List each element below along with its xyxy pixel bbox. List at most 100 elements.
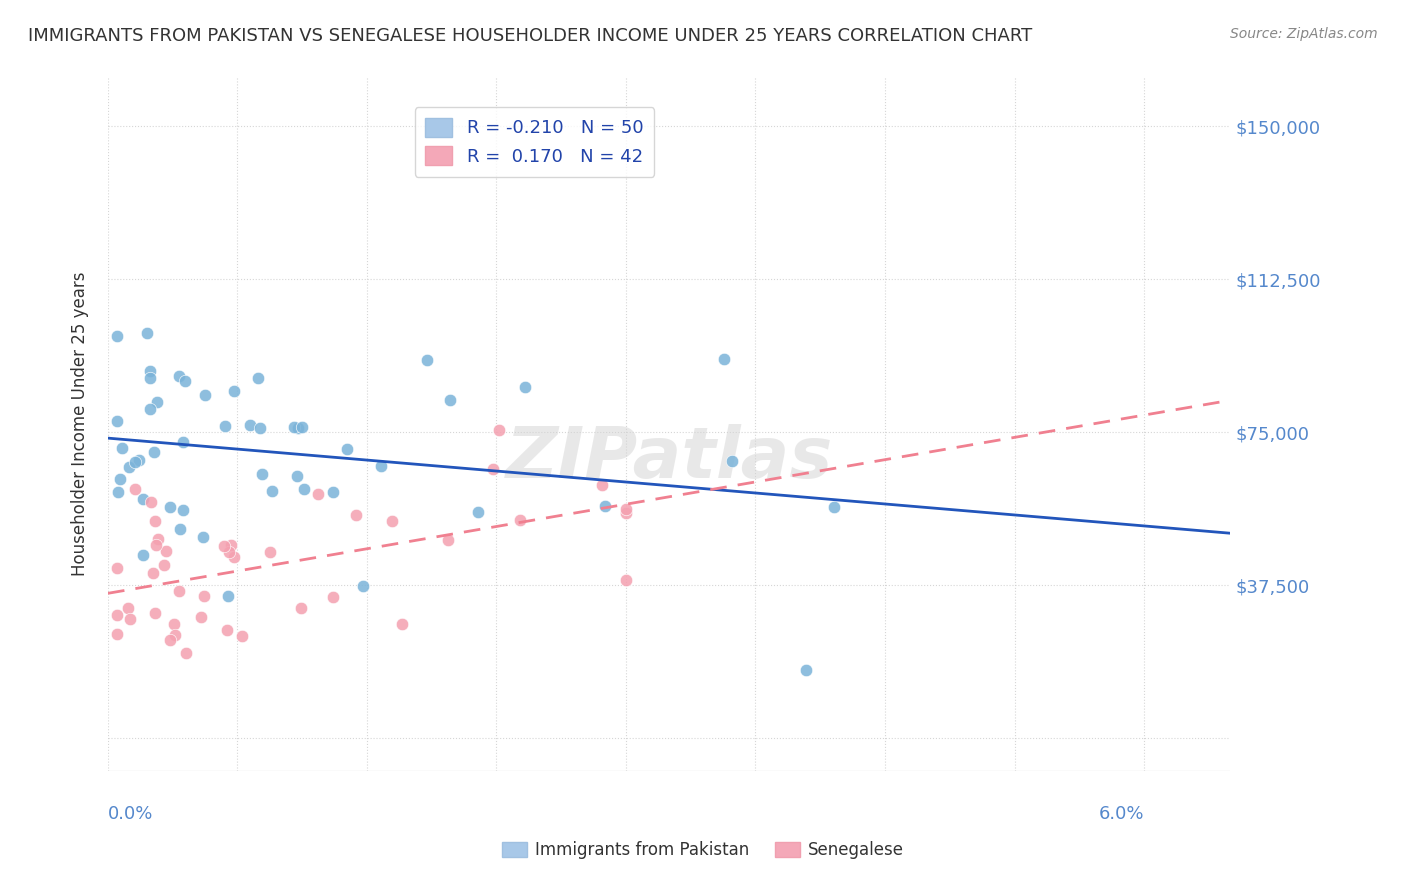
Point [174,646,197,660]
Point [105,627,128,641]
Point [595,499,617,513]
Point [146,532,169,546]
Point [155,543,177,558]
Point [336,442,359,456]
Point [391,617,413,632]
Point [135,326,157,341]
Point [169,369,191,384]
Point [467,505,489,519]
Point [370,458,392,473]
Point [139,371,162,385]
Point [169,522,191,536]
Point [163,616,186,631]
Point [246,371,269,385]
Point [117,601,139,615]
Point [614,502,637,516]
Text: 0.0%: 0.0% [108,805,153,823]
Point [165,628,187,642]
Point [239,417,262,432]
Point [439,393,461,408]
Point [796,663,818,677]
Point [218,545,240,559]
Legend: Immigrants from Pakistan, Senegalese: Immigrants from Pakistan, Senegalese [495,835,911,866]
Point [118,460,141,475]
Point [190,610,212,624]
Point [291,420,314,434]
Point [141,495,163,509]
Point [142,566,165,580]
Point [217,589,239,603]
Point [437,533,460,547]
Y-axis label: Householder Income Under 25 years: Householder Income Under 25 years [72,272,89,576]
Point [307,487,329,501]
Text: Source: ZipAtlas.com: Source: ZipAtlas.com [1230,27,1378,41]
Point [823,500,845,514]
Point [231,629,253,643]
Point [221,538,243,552]
Point [224,550,246,565]
Point [249,420,271,434]
Point [287,421,309,435]
Point [720,454,742,468]
Point [191,530,214,544]
Point [143,514,166,528]
Point [322,485,344,500]
Point [128,452,150,467]
Point [105,560,128,574]
Point [174,374,197,388]
Point [118,612,141,626]
Point [713,351,735,366]
Point [159,500,181,514]
Point [285,468,308,483]
Point [159,633,181,648]
Point [259,545,281,559]
Text: ZIPatlas: ZIPatlas [506,425,832,493]
Point [283,419,305,434]
Point [381,514,404,528]
Point [110,472,132,486]
Point [322,590,344,604]
Point [194,388,217,402]
Point [292,482,315,496]
Point [132,491,155,506]
Point [105,414,128,428]
Point [290,601,312,615]
Point [153,558,176,573]
Point [132,548,155,562]
Point [172,434,194,449]
Point [145,538,167,552]
Point [488,423,510,437]
Point [105,608,128,623]
Point [124,482,146,496]
Point [139,401,162,416]
Point [105,329,128,343]
Point [344,508,367,523]
Point [482,462,505,476]
Text: IMMIGRANTS FROM PAKISTAN VS SENEGALESE HOUSEHOLDER INCOME UNDER 25 YEARS CORRELA: IMMIGRANTS FROM PAKISTAN VS SENEGALESE H… [28,27,1032,45]
Point [143,445,166,459]
Legend: R = -0.210   N = 50, R =  0.170   N = 42: R = -0.210 N = 50, R = 0.170 N = 42 [415,107,654,177]
Point [224,384,246,398]
Point [260,484,283,499]
Text: 6.0%: 6.0% [1098,805,1144,823]
Point [111,441,134,455]
Point [614,574,637,588]
Point [167,583,190,598]
Point [146,395,169,409]
Point [107,485,129,500]
Point [193,590,215,604]
Point [352,579,374,593]
Point [509,513,531,527]
Point [614,506,637,520]
Point [124,455,146,469]
Point [513,379,536,393]
Point [250,467,273,482]
Point [172,502,194,516]
Point [212,539,235,553]
Point [214,418,236,433]
Point [138,364,160,378]
Point [415,353,437,368]
Point [591,478,613,492]
Point [215,623,238,637]
Point [143,606,166,620]
